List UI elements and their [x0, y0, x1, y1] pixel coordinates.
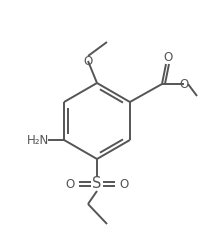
Text: O: O — [163, 50, 173, 63]
Text: O: O — [119, 178, 129, 190]
Text: S: S — [92, 177, 102, 191]
Text: O: O — [179, 78, 189, 90]
Text: H₂N: H₂N — [27, 133, 49, 146]
Text: O: O — [65, 178, 75, 190]
Text: O: O — [83, 55, 93, 67]
